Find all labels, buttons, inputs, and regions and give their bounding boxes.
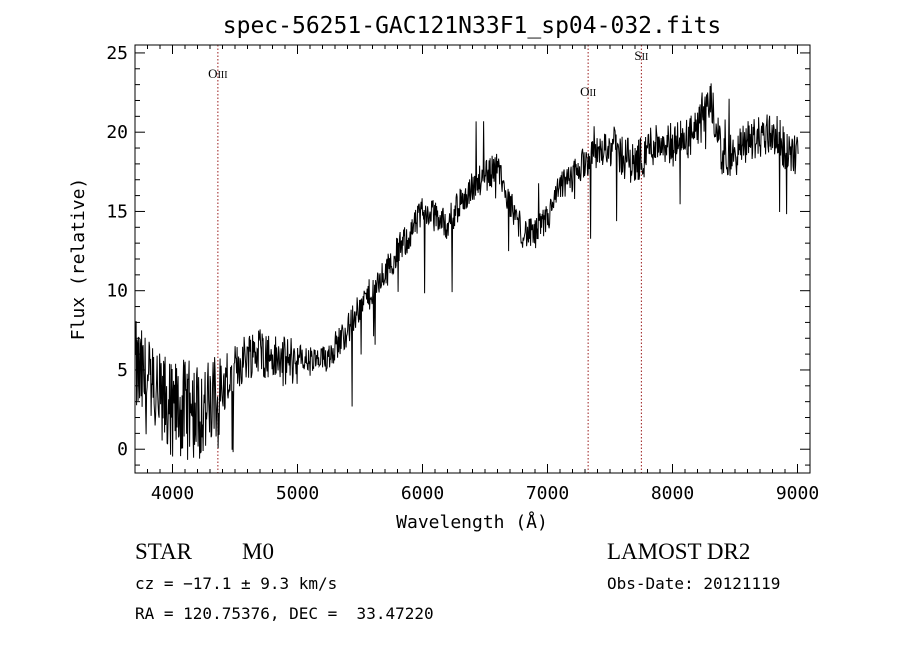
y-tick-label: 10 [106,281,128,302]
x-tick-label: 9000 [776,483,819,504]
y-tick-label: 5 [117,360,128,381]
emission-line-markers: OIII OII SII [208,45,648,473]
x-tick-label: 6000 [401,483,444,504]
y-tick-label: 0 [117,439,128,460]
class-label: STAR [135,539,192,564]
survey-label: LAMOST DR2 [607,539,751,564]
y-axis-ticks: 0 5 10 15 20 25 [106,43,810,466]
redshift-text: cz = −17.1 ± 9.3 km/s [135,574,338,593]
x-tick-label: 8000 [651,483,694,504]
x-tick-label: 4000 [151,483,194,504]
spectrum-series [135,83,799,460]
y-tick-label: 15 [106,201,128,222]
spectrum-line [135,83,799,460]
x-tick-label: 5000 [276,483,319,504]
y-tick-label: 25 [106,43,128,64]
line-marker-label: SII [634,48,648,63]
x-axis-label: Wavelength (Å) [396,511,548,533]
x-tick-label: 7000 [526,483,569,504]
y-tick-label: 20 [106,122,128,143]
chart-title: spec-56251-GAC121N33F1_sp04-032.fits [223,13,722,39]
line-marker-label: OIII [208,66,227,81]
line-marker-label: OII [580,84,596,99]
coordinates-text: RA = 120.75376, DEC = 33.47220 [135,604,434,623]
subclass-label: M0 [242,539,274,564]
y-axis-label: Flux (relative) [68,178,89,341]
obs-date-text: Obs-Date: 20121119 [607,574,781,593]
x-axis-ticks: 4000 5000 6000 7000 8000 9000 [134,45,819,504]
